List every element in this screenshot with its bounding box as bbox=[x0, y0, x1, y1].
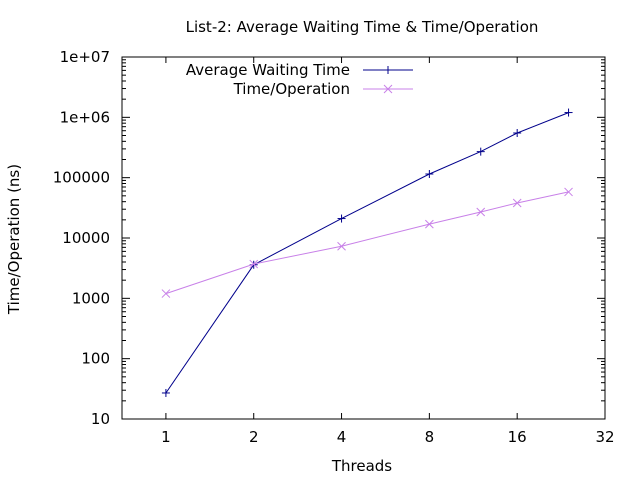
y-tick-label-2: 1000 bbox=[72, 289, 110, 307]
legend-marker-0 bbox=[384, 66, 392, 74]
y-tick-label-6: 1e+07 bbox=[60, 48, 110, 66]
series-0-point-3 bbox=[425, 170, 434, 179]
series-layer bbox=[161, 108, 573, 397]
series-1-point-1 bbox=[249, 259, 259, 269]
legend-marker-1 bbox=[383, 84, 393, 94]
x-axis-label: Threads bbox=[331, 457, 392, 475]
x-tick-label-2: 4 bbox=[337, 428, 347, 446]
x-tick-label-1: 2 bbox=[249, 428, 259, 446]
series-line-0 bbox=[165, 112, 569, 394]
y-tick-label-3: 10000 bbox=[62, 229, 110, 247]
legend-label-0: Average Waiting Time bbox=[186, 61, 350, 79]
x-ticks: 1 2 4 8 16 32 bbox=[161, 57, 615, 446]
legend-label-1: Time/Operation bbox=[233, 80, 350, 98]
series-0-point-6 bbox=[564, 108, 573, 117]
series-line-1 bbox=[165, 191, 569, 295]
series-0-point-5 bbox=[513, 128, 522, 137]
series-0-point-2 bbox=[337, 214, 346, 223]
series-1-point-0 bbox=[161, 289, 171, 298]
y-tick-label-4: 100000 bbox=[53, 169, 110, 187]
y-ticks: 10 100 1000 10000 100000 1e+06 1e+07 bbox=[53, 48, 605, 428]
chart-title: List-2: Average Waiting Time & Time/Oper… bbox=[186, 18, 539, 36]
series-1-point-6 bbox=[564, 187, 573, 197]
y-axis-label: Time/Operation (ns) bbox=[5, 164, 23, 315]
series-1-point-5 bbox=[512, 198, 522, 208]
series-1-point-4 bbox=[476, 207, 486, 217]
y-tick-label-5: 1e+06 bbox=[60, 108, 110, 126]
x-tick-label-0: 1 bbox=[161, 428, 171, 446]
series-0-point-4 bbox=[476, 147, 485, 156]
series-1-point-3 bbox=[425, 219, 434, 229]
x-tick-label-4: 16 bbox=[508, 428, 527, 446]
plot-frame bbox=[121, 56, 606, 420]
series-1-point-2 bbox=[337, 241, 346, 251]
series-0-point-0 bbox=[161, 388, 170, 397]
x-tick-label-3: 8 bbox=[425, 428, 435, 446]
y-tick-label-0: 10 bbox=[91, 410, 110, 428]
x-tick-label-5: 32 bbox=[595, 428, 614, 446]
y-tick-label-1: 100 bbox=[81, 350, 110, 368]
